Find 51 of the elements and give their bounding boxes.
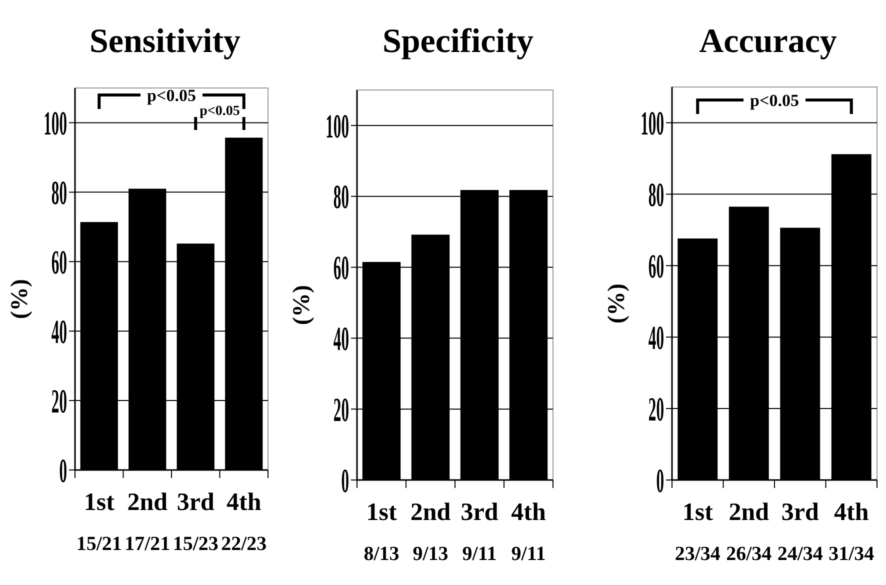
x-tick-label: 2nd xyxy=(127,489,168,516)
annotation: p<0.05 xyxy=(200,104,240,119)
y-tick-label: 40 xyxy=(51,313,67,351)
y-tick-label: 20 xyxy=(648,390,664,428)
text: 22/23 xyxy=(221,533,267,555)
x-tick-label: 3rd xyxy=(460,499,498,526)
y-tick-label: 60 xyxy=(333,250,349,287)
y-tick-label: 20 xyxy=(333,391,349,429)
y-tick-label: 20 xyxy=(51,382,67,420)
x-tick-label: 3rd xyxy=(176,489,214,516)
x-tick-label: 4th xyxy=(511,499,546,526)
x-tick-label: 4th xyxy=(834,499,869,526)
y-axis-title: (%) xyxy=(289,285,315,325)
text: 23/34 xyxy=(674,543,720,565)
y-tick-label: 100 xyxy=(44,105,67,142)
text: 9/11 xyxy=(462,543,497,565)
y-tick-label: 80 xyxy=(51,174,67,212)
y-tick-label: 100 xyxy=(640,105,664,142)
annotation: p<0.05 xyxy=(147,86,196,105)
chart-title: Sensitivity xyxy=(89,23,241,60)
y-tick-label: 80 xyxy=(333,178,349,216)
y-tick-label: 0 xyxy=(341,462,349,500)
y-tick-label: 0 xyxy=(656,462,664,500)
x-tick-label: 2nd xyxy=(410,499,451,526)
y-axis-title: (%) xyxy=(604,284,630,324)
y-tick-label: 100 xyxy=(326,108,349,145)
text: 24/34 xyxy=(777,543,823,565)
y-tick-label: 60 xyxy=(648,248,664,286)
x-tick-label: 4th xyxy=(226,489,262,516)
text: 8/13 xyxy=(364,543,400,565)
text: 15/23 xyxy=(172,533,218,555)
text: 26/34 xyxy=(726,543,772,565)
annotation: p<0.05 xyxy=(750,90,799,110)
y-tick-label: 60 xyxy=(51,244,67,282)
x-tick-label: 1st xyxy=(84,489,116,516)
x-tick-label: 1st xyxy=(366,499,398,526)
y-tick-label: 40 xyxy=(333,320,349,358)
y-tick-label: 40 xyxy=(648,319,664,357)
x-tick-label: 2nd xyxy=(728,499,770,526)
y-tick-label: 80 xyxy=(648,176,664,214)
x-tick-label: 1st xyxy=(682,499,714,526)
text: 17/21 xyxy=(124,533,170,555)
chart-title: Specificity xyxy=(382,23,534,60)
y-axis-title: (%) xyxy=(7,279,33,319)
chart-title: Accuracy xyxy=(699,23,837,60)
x-tick-label: 3rd xyxy=(781,499,819,526)
text: 31/34 xyxy=(828,543,874,565)
text: 9/13 xyxy=(412,543,448,565)
text: 15/21 xyxy=(76,533,122,555)
y-tick-label: 0 xyxy=(59,452,67,490)
text: 9/11 xyxy=(511,543,546,565)
